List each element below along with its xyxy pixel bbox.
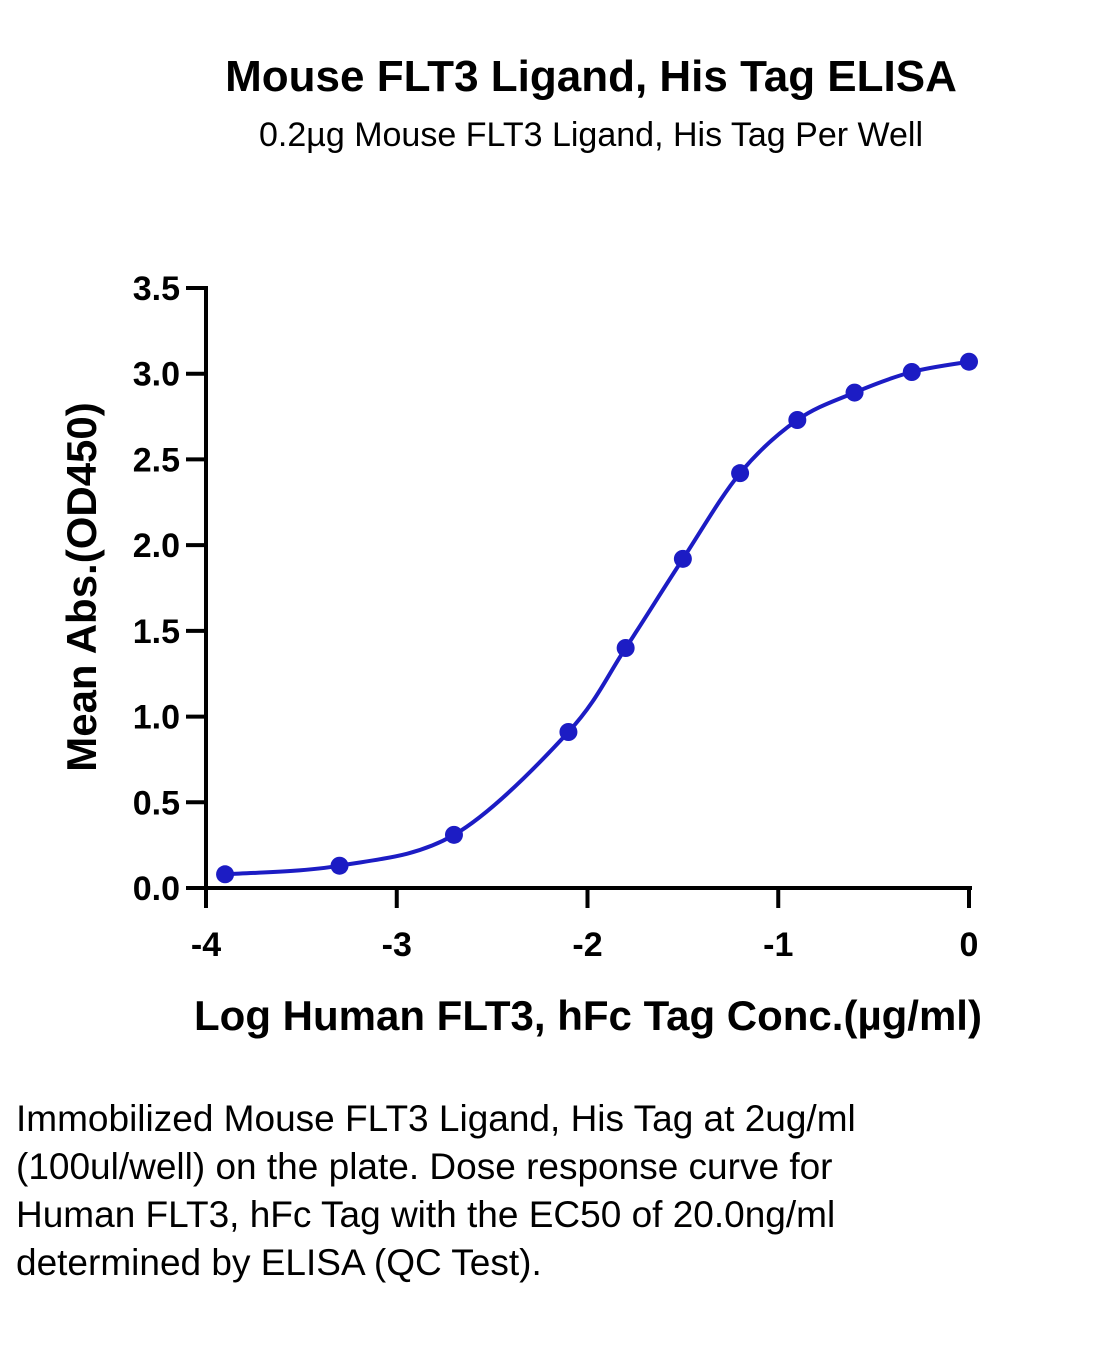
x-tick-label: -3 — [382, 926, 412, 964]
data-point — [559, 723, 578, 741]
x-tick-label: -2 — [572, 926, 602, 964]
y-axis-label: Mean Abs.(OD450) — [58, 402, 105, 772]
data-point — [845, 383, 864, 402]
data-point — [673, 549, 692, 568]
x-ticks: -4 -3 -2 -1 0 — [191, 888, 979, 964]
fit-curve — [224, 359, 970, 877]
y-tick-label: 0.0 — [133, 870, 180, 908]
data-point — [444, 825, 463, 844]
data-point — [330, 856, 349, 875]
y-tick-label: 3.5 — [133, 270, 180, 308]
chart-plot: 0.0 0.5 1.0 1.5 2.0 2.5 3.0 3.5 -4 -3 -2 -1 0 Log H… — [58, 270, 982, 1039]
y-ticks: 0.0 0.5 1.0 1.5 2.0 2.5 3.0 3.5 — [133, 270, 206, 908]
data-point — [788, 411, 807, 429]
data-point — [960, 352, 978, 371]
y-tick-label: 0.5 — [133, 784, 180, 822]
x-axis-label: Log Human FLT3, hFc Tag Conc.(µg/ml) — [194, 992, 982, 1039]
x-tick-label: -4 — [191, 926, 221, 964]
y-tick-label: 2.0 — [133, 527, 180, 565]
data-points — [216, 352, 978, 884]
y-tick-label: 3.0 — [133, 356, 180, 394]
data-point — [216, 865, 235, 884]
axes — [204, 286, 972, 890]
x-tick-label: -1 — [763, 926, 793, 964]
figure-caption: Immobilized Mouse FLT3 Ligand, His Tag a… — [16, 1098, 856, 1283]
y-tick-label: 2.5 — [133, 441, 180, 479]
chart-subtitle: 0.2µg Mouse FLT3 Ligand, His Tag Per Wel… — [258, 116, 924, 154]
data-point — [731, 464, 750, 483]
chart-title: Mouse FLT3 Ligand, His Tag ELISA — [225, 52, 957, 101]
x-tick-label: 0 — [960, 926, 979, 964]
data-point — [902, 363, 921, 381]
y-tick-label: 1.0 — [133, 699, 180, 737]
data-point — [616, 639, 635, 657]
y-tick-label: 1.5 — [133, 613, 180, 651]
